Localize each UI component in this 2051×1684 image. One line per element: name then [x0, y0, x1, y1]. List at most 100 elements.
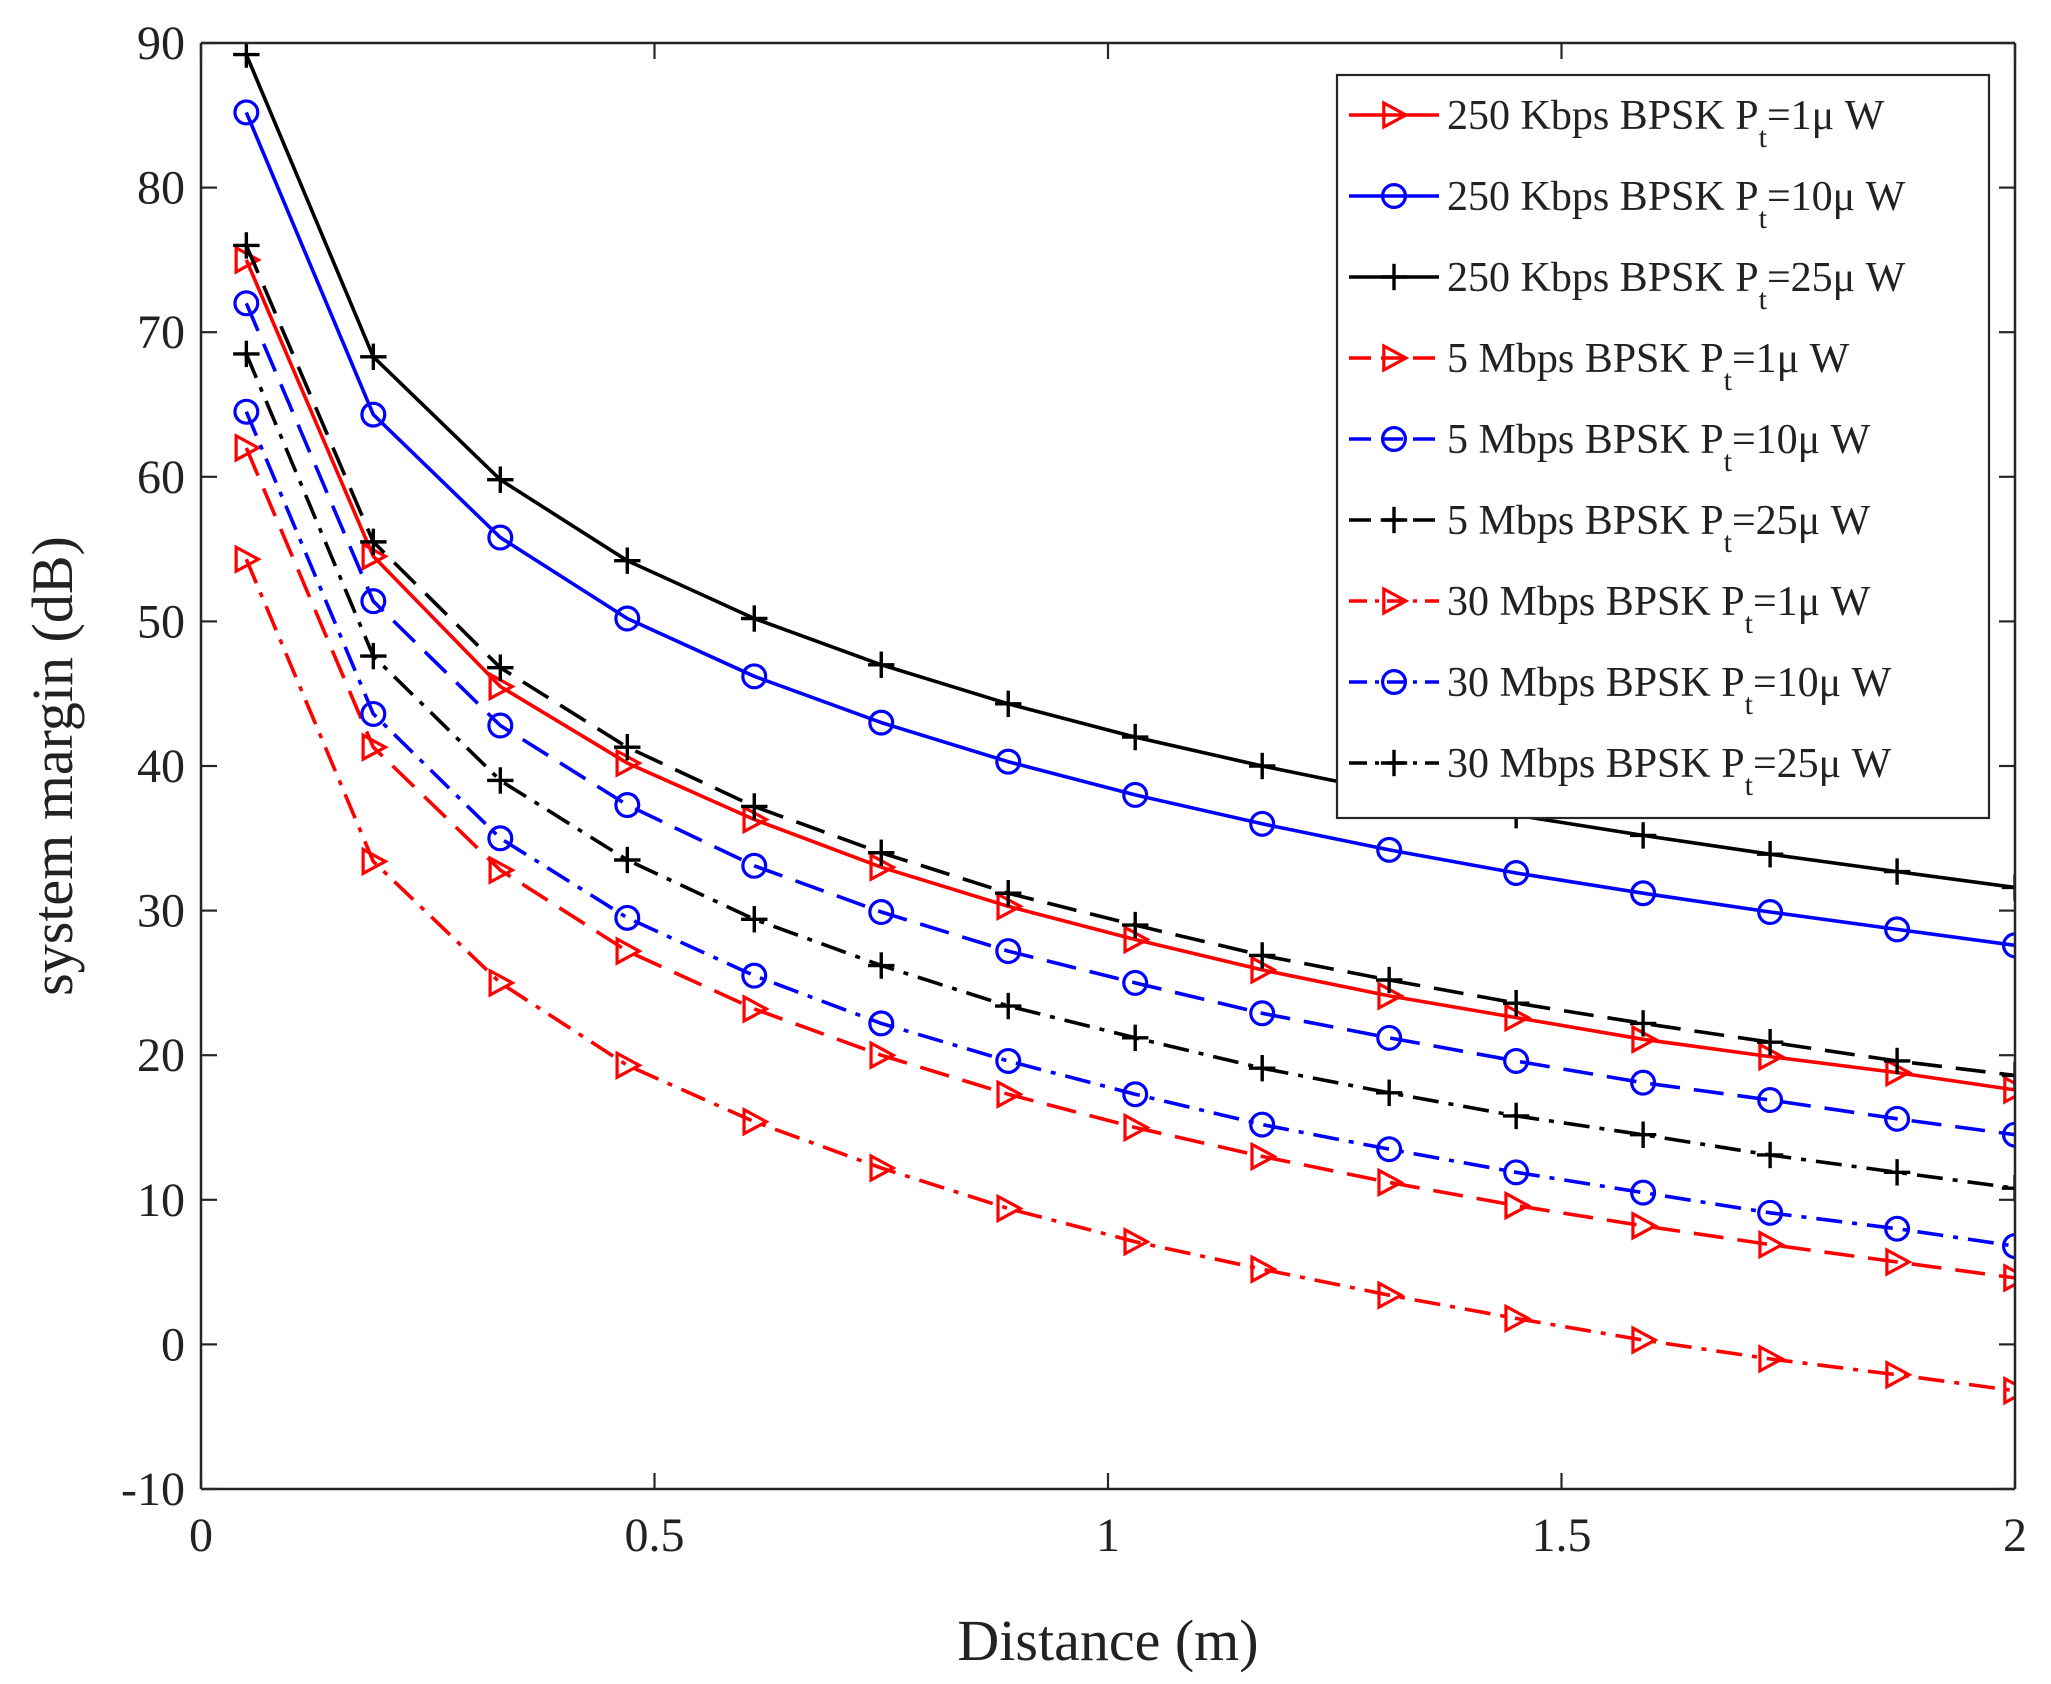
series-7 — [234, 544, 2015, 1406]
series-line-1 — [244, 259, 2015, 1092]
data-point — [741, 605, 768, 632]
data-point — [233, 43, 260, 68]
data-point — [361, 732, 389, 762]
data-point — [1376, 1024, 1403, 1051]
data-point — [614, 846, 641, 874]
legend-marker — [1380, 263, 1408, 291]
series-9 — [233, 340, 2015, 1202]
series-line-2 — [244, 111, 2015, 948]
legend-item: 250 Kbps BPSK Pt=25μ W — [1349, 255, 1906, 316]
y-tick-label: 30 — [137, 885, 185, 938]
y-tick-label: 10 — [137, 1174, 185, 1227]
data-point — [1249, 1000, 1276, 1027]
legend-marker — [1382, 100, 1410, 130]
legend: 250 Kbps BPSK Pt=1μ W 250 Kbps BPSK Pt=10… — [1335, 73, 1991, 820]
data-point — [487, 524, 514, 551]
data-point — [615, 936, 643, 966]
data-point — [1122, 781, 1149, 808]
data-point — [1883, 1047, 1911, 1075]
data-point — [487, 466, 514, 493]
legend-box — [1335, 73, 1991, 820]
data-point — [1757, 1087, 1784, 1114]
data-point — [1504, 1190, 1532, 1221]
data-point — [868, 899, 895, 926]
data-point — [868, 952, 895, 979]
data-point — [1631, 1211, 1659, 1241]
series-6 — [233, 232, 2015, 1089]
legend-item: 5 Mbps BPSK Pt=10μ W — [1349, 417, 1871, 478]
legend-label: 30 Mbps BPSK Pt=25μ W — [1447, 741, 1892, 802]
data-point — [2001, 1175, 2015, 1202]
series-3 — [233, 43, 2015, 901]
data-point — [360, 700, 387, 727]
series-group — [233, 43, 2015, 1406]
legend-label: 5 Mbps BPSK Pt=1μ W — [1447, 336, 1850, 397]
data-point — [1502, 989, 1530, 1017]
legend-label: 30 Mbps BPSK Pt=1μ W — [1447, 579, 1871, 640]
data-point — [1629, 1010, 1657, 1037]
data-point — [869, 1040, 897, 1070]
data-point — [868, 1010, 895, 1037]
y-tick-label: 80 — [137, 162, 185, 215]
data-point — [1630, 1069, 1657, 1096]
legend-marker — [1380, 749, 1408, 777]
y-tick-label: 90 — [137, 17, 185, 70]
data-point — [1248, 942, 1276, 969]
series-4 — [234, 433, 2015, 1293]
data-point — [1122, 723, 1149, 751]
data-point — [488, 855, 516, 885]
data-point — [1756, 841, 1784, 868]
legend-label: 250 Kbps BPSK Pt=1μ W — [1447, 93, 1885, 154]
data-point — [1122, 1024, 1149, 1052]
data-point — [1122, 911, 1149, 939]
data-point — [1757, 1199, 1784, 1226]
data-point — [614, 547, 641, 574]
data-point — [1884, 1105, 1911, 1132]
data-point — [2001, 1062, 2015, 1089]
y-tick-label: 40 — [137, 740, 185, 793]
data-point — [996, 1079, 1024, 1109]
y-tick-label: 70 — [137, 306, 185, 359]
data-point — [1883, 858, 1911, 885]
data-point — [1250, 1141, 1278, 1172]
legend-label: 5 Mbps BPSK Pt=25μ W — [1447, 498, 1871, 559]
data-point — [1377, 1167, 1405, 1198]
data-point — [234, 544, 262, 574]
legend-marker — [1380, 668, 1407, 695]
legend-label: 5 Mbps BPSK Pt=10μ W — [1447, 417, 1871, 478]
data-point — [1884, 1215, 1911, 1242]
data-point — [360, 642, 387, 670]
data-point — [1249, 810, 1276, 837]
data-point — [1376, 836, 1403, 863]
y-tick-label: 60 — [137, 451, 185, 504]
y-axis-title: system margin (dB) — [20, 536, 85, 996]
data-point — [1504, 1303, 1532, 1334]
x-tick-label: 1 — [1096, 1509, 1120, 1562]
data-point — [1503, 1159, 1530, 1186]
legend-item: 30 Mbps BPSK Pt=10μ W — [1349, 660, 1892, 721]
data-point — [487, 712, 514, 739]
data-point — [1884, 916, 1911, 943]
x-tick-label: 1.5 — [1532, 1509, 1592, 1562]
data-point — [360, 343, 387, 370]
data-point — [1375, 1079, 1403, 1106]
data-point — [487, 825, 514, 852]
data-point — [1248, 1055, 1276, 1082]
series-line-4 — [244, 447, 2015, 1280]
data-point — [233, 290, 260, 317]
data-point — [487, 654, 514, 681]
data-point — [1757, 899, 1784, 926]
data-point — [614, 792, 641, 819]
data-point — [1503, 860, 1530, 887]
y-tick-label: -10 — [121, 1463, 185, 1516]
data-point — [995, 880, 1022, 907]
data-point — [614, 904, 641, 931]
data-point — [234, 433, 262, 463]
data-point — [996, 1193, 1024, 1224]
series-5 — [233, 290, 2015, 1148]
data-point — [1122, 969, 1149, 996]
data-point — [615, 1050, 643, 1081]
data-point — [1248, 752, 1276, 780]
x-axis-title: Distance (m) — [957, 1608, 1258, 1673]
data-point — [614, 734, 641, 761]
